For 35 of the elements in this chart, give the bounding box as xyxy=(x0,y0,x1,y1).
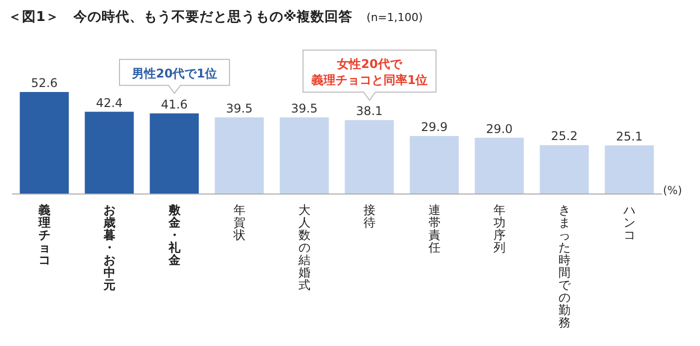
x-tick-label: ハンコ xyxy=(622,203,636,242)
x-tick-label: 義理チョコ xyxy=(38,203,50,267)
x-tick-label: 接待 xyxy=(364,203,376,230)
chart-title: ＜図1＞ 今の時代、もう不要だと思うもの※複数回答 xyxy=(8,9,353,25)
data-label: 29.0 xyxy=(486,122,513,136)
chart-subtitle: (n=1,100) xyxy=(366,11,423,24)
bar xyxy=(540,145,589,194)
bar xyxy=(214,117,264,194)
data-label: 39.5 xyxy=(290,101,318,116)
bar xyxy=(280,117,329,194)
x-tick-label: 連帯責任 xyxy=(428,203,440,254)
data-label: 25.2 xyxy=(550,129,578,144)
x-tick-label: 敷金・礼金 xyxy=(168,203,182,267)
bar xyxy=(410,136,459,194)
category-label: きまった時間での勤務 xyxy=(558,203,570,330)
x-tick-label: 大人数の結婚式 xyxy=(298,203,310,292)
annotation: 男性20代で1位 xyxy=(130,66,218,80)
annotation: 女性20代で義理チョコと同率1位 xyxy=(310,57,428,88)
x-tick-label: 年功序列 xyxy=(494,203,506,254)
y-axis-title: (%) xyxy=(663,184,682,197)
bar xyxy=(150,113,199,194)
bar xyxy=(344,120,394,194)
data-label: 52.6 xyxy=(30,76,58,90)
bar xyxy=(84,112,134,194)
bar xyxy=(20,92,69,194)
data-label: 41.6 xyxy=(160,97,188,112)
data-label: 39.5 xyxy=(226,101,253,116)
data-label: 42.4 xyxy=(96,96,123,110)
x-tick-label: お歳暮・お中元 xyxy=(102,203,116,292)
bar xyxy=(474,138,524,194)
data-label: 29.9 xyxy=(420,120,448,134)
data-label: 25.1 xyxy=(616,129,643,144)
bar xyxy=(604,145,654,194)
x-tick-label: 年賀状 xyxy=(232,203,246,242)
data-label: 38.1 xyxy=(356,104,383,118)
